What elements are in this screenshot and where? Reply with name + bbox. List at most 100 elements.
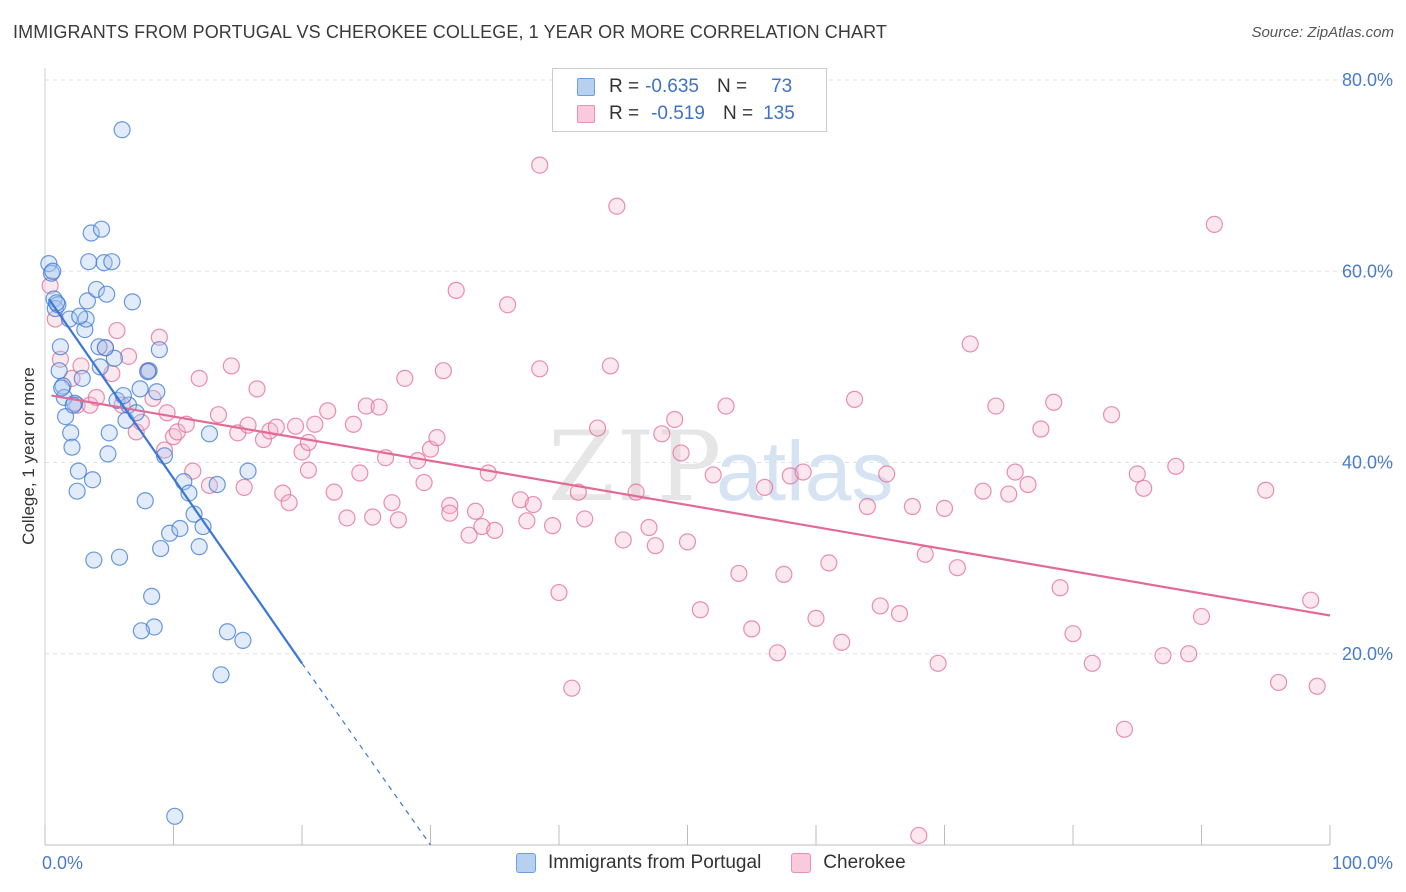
portugal-point <box>132 622 150 640</box>
portugal-point <box>148 383 166 401</box>
legend-label-cherokee: Cherokee <box>823 852 906 873</box>
cherokee-point <box>974 482 992 500</box>
cherokee-point <box>87 388 106 407</box>
cherokee-point <box>1167 457 1185 475</box>
cherokee-point <box>903 497 921 516</box>
portugal-point <box>239 462 257 480</box>
portugal-trend-line <box>47 298 303 664</box>
cherokee-point <box>858 497 877 516</box>
cherokee-point <box>1269 673 1288 692</box>
cherokee-point <box>499 296 517 314</box>
legend-n-value: 73 <box>771 76 793 97</box>
portugal-point <box>96 339 114 357</box>
cherokee-point <box>299 461 318 479</box>
cherokee-point <box>871 597 889 615</box>
cherokee-point <box>119 347 138 365</box>
cherokee-point <box>473 517 491 536</box>
cherokee-point <box>1115 720 1134 738</box>
chart-title: IMMIGRANTS FROM PORTUGAL VS CHEROKEE COL… <box>13 22 887 42</box>
cherokee-point <box>755 478 774 496</box>
cherokee-point <box>640 518 658 537</box>
cherokee-point <box>383 494 401 512</box>
cherokee-point <box>1257 481 1275 499</box>
portugal-point <box>50 362 68 380</box>
cherokee-point <box>479 464 497 482</box>
portugal-point <box>98 285 116 303</box>
cherokee-point <box>1019 475 1037 494</box>
portugal-point <box>100 424 118 442</box>
cherokee-point <box>717 397 735 415</box>
cherokee-point <box>370 398 388 416</box>
cherokee-point <box>833 633 851 651</box>
cherokee-point <box>299 433 318 452</box>
portugal-point <box>143 587 161 605</box>
cherokee-point <box>1308 677 1326 695</box>
cherokee-point <box>1083 654 1101 672</box>
cherokee-point <box>338 509 356 527</box>
legend-swatch-blue <box>516 853 536 873</box>
portugal-point <box>194 517 212 536</box>
cherokee-point <box>1154 647 1172 665</box>
portugal-point <box>218 623 237 641</box>
portugal-point <box>71 307 89 325</box>
cherokee-point <box>691 601 709 619</box>
legend-r-value: -0.635 <box>645 76 699 97</box>
cherokee-point <box>890 604 909 623</box>
y-tick-labels: 20.0% 40.0% 60.0% 80.0% <box>1342 70 1393 664</box>
portugal-trend-extension <box>301 662 431 846</box>
cherokee-point <box>608 197 626 215</box>
cherokee-point <box>1045 393 1063 411</box>
cherokee-point <box>511 491 530 509</box>
portugal-points <box>40 121 257 825</box>
cherokee-point <box>155 441 174 459</box>
cherokee-point <box>531 360 549 378</box>
portugal-point <box>103 253 121 271</box>
cherokee-point <box>396 369 414 387</box>
cherokee-point <box>1032 420 1050 438</box>
y-tick-label: 40.0% <box>1342 453 1393 473</box>
cherokee-point <box>730 564 748 583</box>
cherokee-point <box>351 464 369 482</box>
source-label: Source: ZipAtlas.com <box>1251 24 1394 41</box>
cherokee-point <box>704 466 722 484</box>
portugal-point <box>110 548 129 566</box>
cherokee-point <box>325 483 343 501</box>
cherokee-point <box>666 410 684 429</box>
legend-n-value: 135 <box>763 103 795 124</box>
cherokee-point <box>293 443 311 461</box>
cherokee-point <box>274 484 292 502</box>
cherokee-point <box>72 357 90 375</box>
portugal-point <box>80 253 98 271</box>
watermark-zip: ZIP <box>548 411 723 523</box>
cherokee-point <box>415 473 433 492</box>
cherokee-point <box>357 397 375 415</box>
cherokee-point <box>1006 463 1024 481</box>
cherokee-point <box>794 463 812 481</box>
cherokee-point <box>447 281 465 299</box>
cherokee-point <box>1064 625 1082 643</box>
cherokee-point <box>108 321 126 340</box>
cherokee-point <box>428 429 446 447</box>
portugal-point <box>140 362 158 380</box>
portugal-point <box>85 551 103 569</box>
cherokee-point <box>935 499 954 517</box>
portugal-point <box>99 445 117 463</box>
cherokee-point <box>775 565 793 583</box>
legend-row-cherokee: R = -0.519 N = 135 <box>577 102 795 126</box>
cherokee-point <box>1135 479 1153 497</box>
cherokee-point <box>563 679 581 697</box>
legend-n-label: N = <box>716 76 748 97</box>
portugal-point <box>145 618 163 636</box>
cherokee-point <box>150 328 168 346</box>
portugal-point <box>62 424 80 442</box>
cherokee-point <box>768 644 787 662</box>
cherokee-point <box>987 397 1005 415</box>
cherokee-point <box>929 654 947 672</box>
portugal-point <box>166 807 184 825</box>
cherokee-point <box>531 156 549 174</box>
portugal-point <box>73 369 91 387</box>
legend-item-cherokee: Cherokee <box>791 852 906 874</box>
portugal-point <box>161 524 179 542</box>
series-legend: Immigrants from Portugal Cherokee <box>516 852 936 874</box>
